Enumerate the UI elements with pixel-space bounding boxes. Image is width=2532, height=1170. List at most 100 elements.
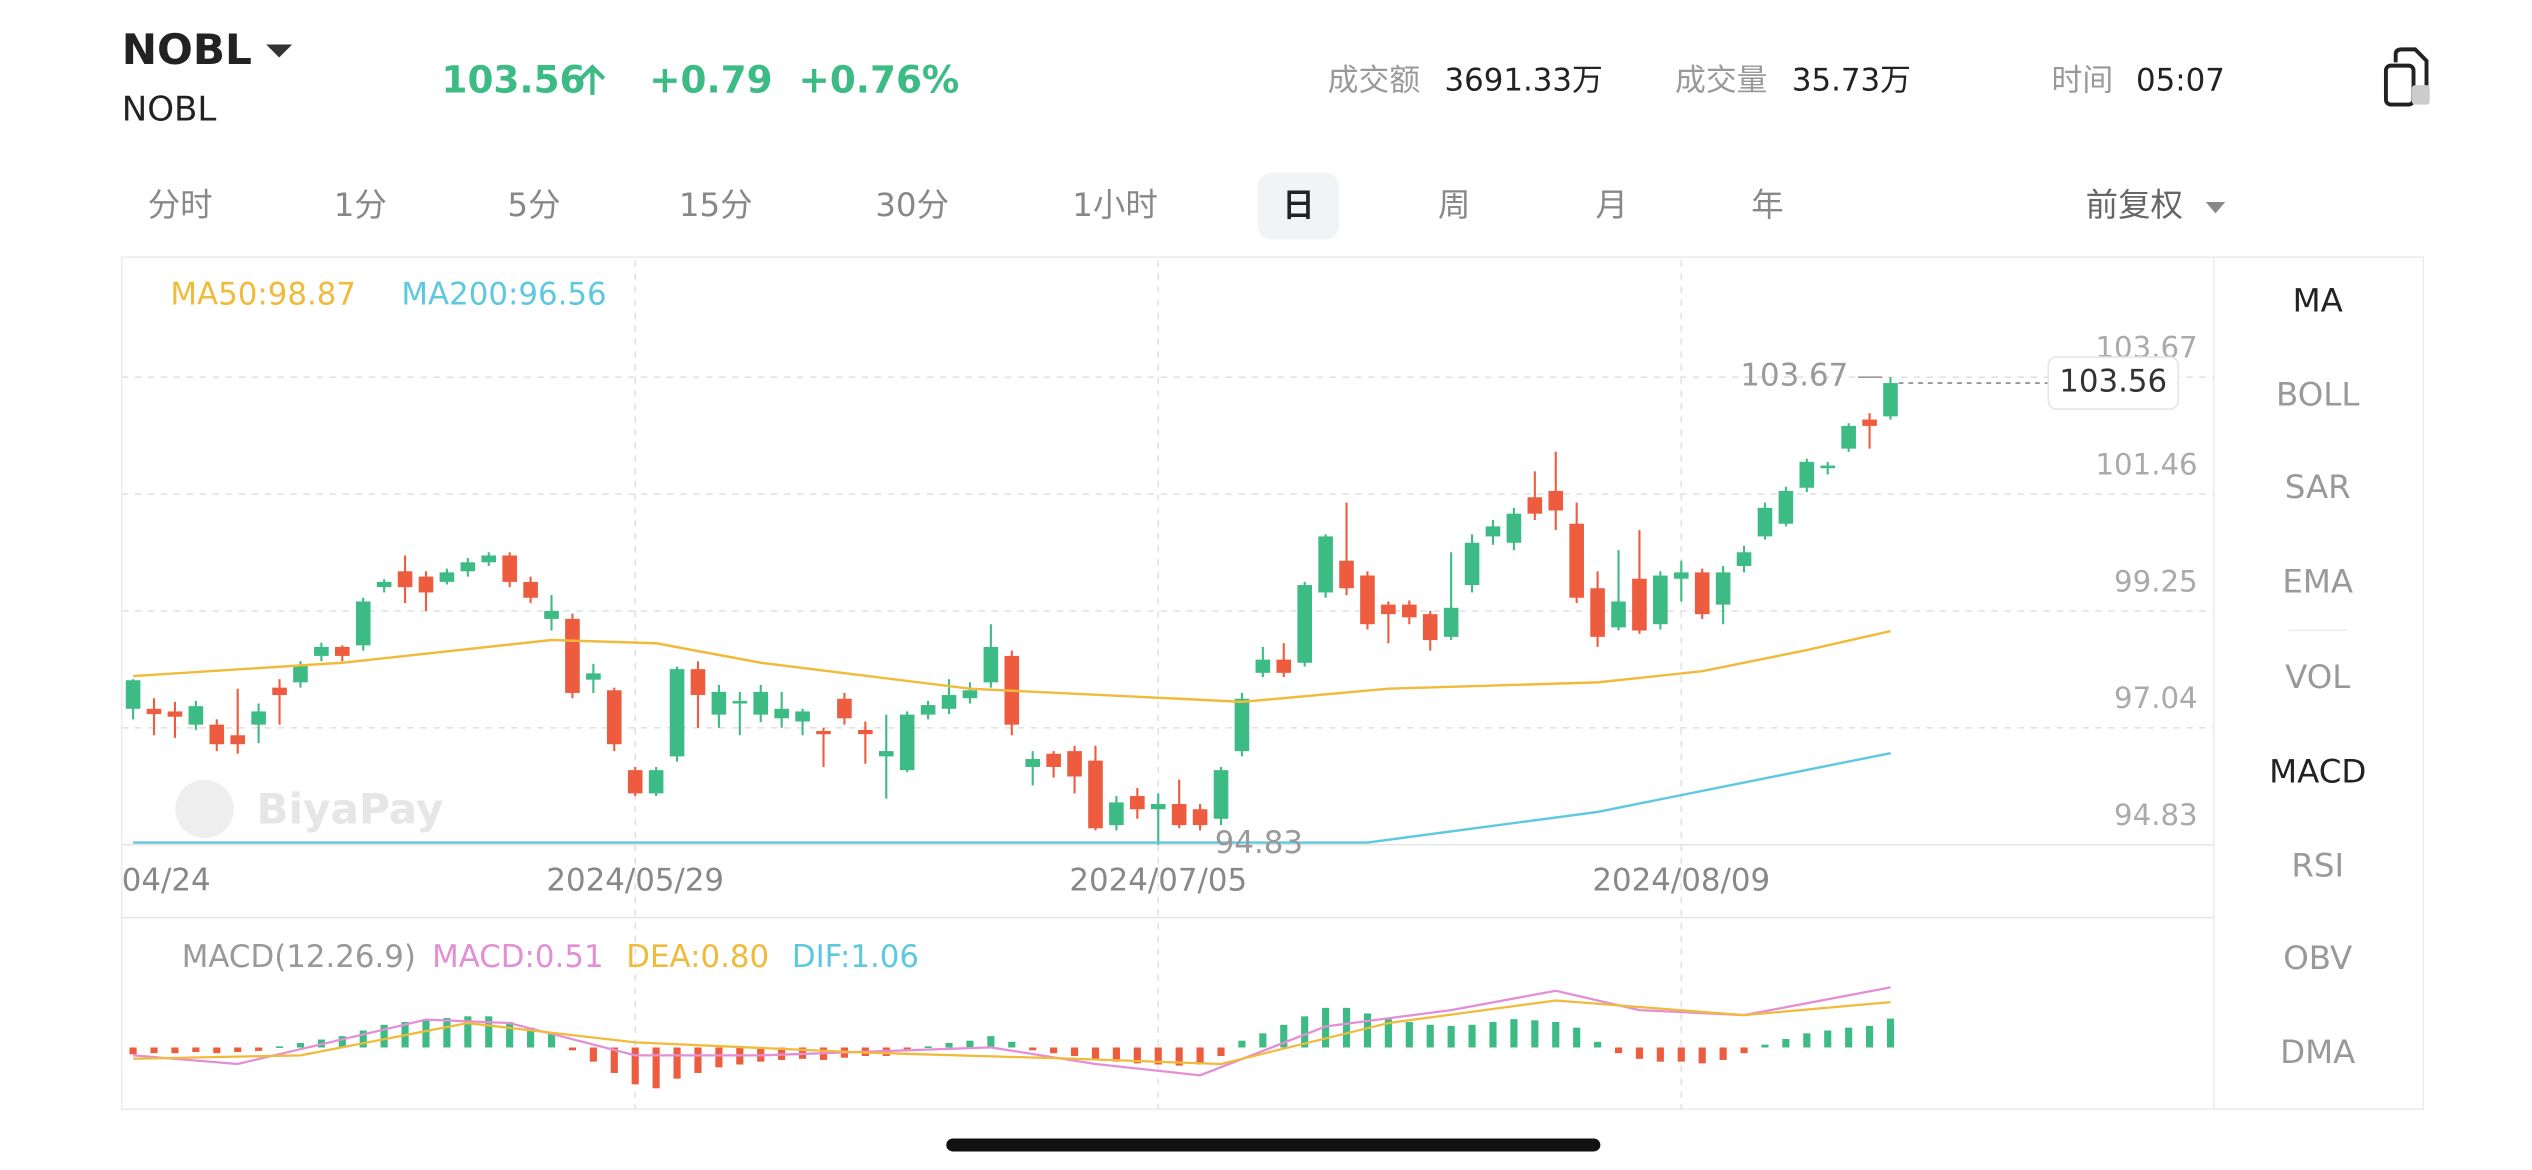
macd-bar xyxy=(380,1024,388,1048)
y-tick-label: 94.83 xyxy=(2114,798,2198,832)
x-tick-label: 2024/05/29 xyxy=(546,863,724,899)
macd-bar xyxy=(1886,1018,1895,1048)
period-tab[interactable]: 周 xyxy=(1438,186,1470,224)
candle-body xyxy=(920,705,936,715)
period-tab[interactable]: 1分 xyxy=(334,186,387,224)
candle-body xyxy=(1590,588,1605,637)
period-tab[interactable]: 30分 xyxy=(875,186,949,224)
candle-body xyxy=(376,581,392,588)
candle-body xyxy=(523,581,538,598)
ma-line xyxy=(133,629,1891,704)
indicator-tab[interactable]: VOL xyxy=(2285,658,2350,696)
macd-bar xyxy=(1656,1047,1664,1062)
candle-body xyxy=(774,708,789,719)
candle-body xyxy=(837,698,852,719)
macd-bar xyxy=(1698,1047,1706,1064)
candle-body xyxy=(1653,575,1668,625)
indicator-tab[interactable]: DMA xyxy=(2280,1033,2355,1071)
period-tab[interactable]: 1小时 xyxy=(1072,186,1158,224)
macd-bar xyxy=(1280,1024,1288,1048)
candle-body xyxy=(565,618,580,693)
macd-bar xyxy=(485,1016,493,1048)
macd-bar xyxy=(1259,1033,1267,1048)
macd-bar xyxy=(1573,1027,1581,1048)
symbol[interactable]: NOBL xyxy=(122,25,252,74)
candle-body xyxy=(586,673,601,680)
macd-bar xyxy=(234,1047,242,1053)
period-tab[interactable]: 日 xyxy=(1282,186,1314,224)
macd-legend: DIF:1.06 xyxy=(792,939,919,975)
macd-bar xyxy=(1238,1040,1246,1048)
candle-body xyxy=(1673,572,1689,579)
candle-body xyxy=(293,665,308,683)
macd-bar xyxy=(1112,1047,1120,1062)
candle-body xyxy=(648,770,664,794)
period-tab[interactable]: 年 xyxy=(1751,186,1783,224)
candle-body xyxy=(1192,809,1208,826)
indicator-tab[interactable]: MACD xyxy=(2269,752,2366,790)
adjust-dropdown[interactable] xyxy=(2205,201,2226,214)
candle-body xyxy=(1862,419,1877,426)
candle-body xyxy=(1381,604,1396,615)
macd-bar xyxy=(1635,1047,1644,1059)
candle-body xyxy=(753,691,769,715)
macd-line xyxy=(133,999,1891,1066)
indicator-tab[interactable]: MA xyxy=(2293,282,2343,320)
change: +0.79 xyxy=(649,57,772,101)
copy-icon-front xyxy=(2383,63,2416,107)
period-tab[interactable]: 分时 xyxy=(148,186,213,224)
macd-bar xyxy=(673,1047,681,1079)
macd-bar xyxy=(1489,1021,1497,1048)
macd-bar xyxy=(945,1042,953,1048)
candle-body xyxy=(1694,572,1710,615)
indicator-tab[interactable]: RSI xyxy=(2291,846,2344,884)
period-tab[interactable]: 5分 xyxy=(507,186,560,224)
macd-bar xyxy=(1761,1044,1769,1048)
macd-bar xyxy=(213,1047,221,1054)
candle-body xyxy=(690,669,706,696)
indicator-tab[interactable]: OBV xyxy=(2283,939,2352,977)
macd-bar xyxy=(171,1047,179,1054)
macd-bar xyxy=(610,1047,618,1073)
symbol-dropdown[interactable] xyxy=(266,44,293,58)
ma-legend: MA50:98.87 xyxy=(170,277,356,313)
macd-title: MACD(12.26.9) xyxy=(182,939,416,975)
macd-bar xyxy=(1531,1020,1539,1048)
selected-tab-bg xyxy=(1257,172,1340,240)
macd-bar xyxy=(966,1040,974,1048)
candle-body xyxy=(1757,507,1773,537)
candle-body xyxy=(1088,760,1103,829)
candle-body xyxy=(669,669,685,757)
y-tick-label: 99.25 xyxy=(2114,564,2198,598)
candle-body xyxy=(1130,796,1145,810)
candle-body xyxy=(1297,585,1312,663)
candle-body xyxy=(230,735,246,745)
indicator-tab[interactable]: BOLL xyxy=(2276,376,2359,414)
candle-body xyxy=(188,706,204,725)
copy-icon[interactable] xyxy=(2383,47,2430,107)
candle-body xyxy=(335,646,350,656)
macd-bar xyxy=(1740,1047,1748,1054)
macd-bar xyxy=(527,1027,535,1048)
period-tab[interactable]: 月 xyxy=(1595,186,1627,224)
macd-bar xyxy=(715,1047,723,1068)
last-price-box xyxy=(2047,356,2179,410)
y-tick-label: 97.04 xyxy=(2114,681,2198,715)
macd-bar xyxy=(1175,1047,1183,1066)
macd-bar xyxy=(1133,1047,1141,1064)
adjust-select[interactable]: 前复权 xyxy=(2086,186,2183,224)
candle-body xyxy=(209,724,225,745)
candle-body xyxy=(1464,542,1480,586)
period-tab[interactable]: 15分 xyxy=(679,186,753,224)
indicator-tab[interactable]: EMA xyxy=(2282,562,2353,600)
candle-body xyxy=(858,729,873,735)
macd-bar xyxy=(547,1033,556,1048)
candle-body xyxy=(1025,759,1041,767)
watermark-logo xyxy=(175,779,234,839)
candle-body xyxy=(983,646,999,683)
x-tick-label: 2024/08/09 xyxy=(1592,863,1770,899)
candle-body xyxy=(1150,803,1166,810)
indicator-tab[interactable]: SAR xyxy=(2285,468,2351,506)
macd-legend: DEA:0.80 xyxy=(626,939,769,975)
